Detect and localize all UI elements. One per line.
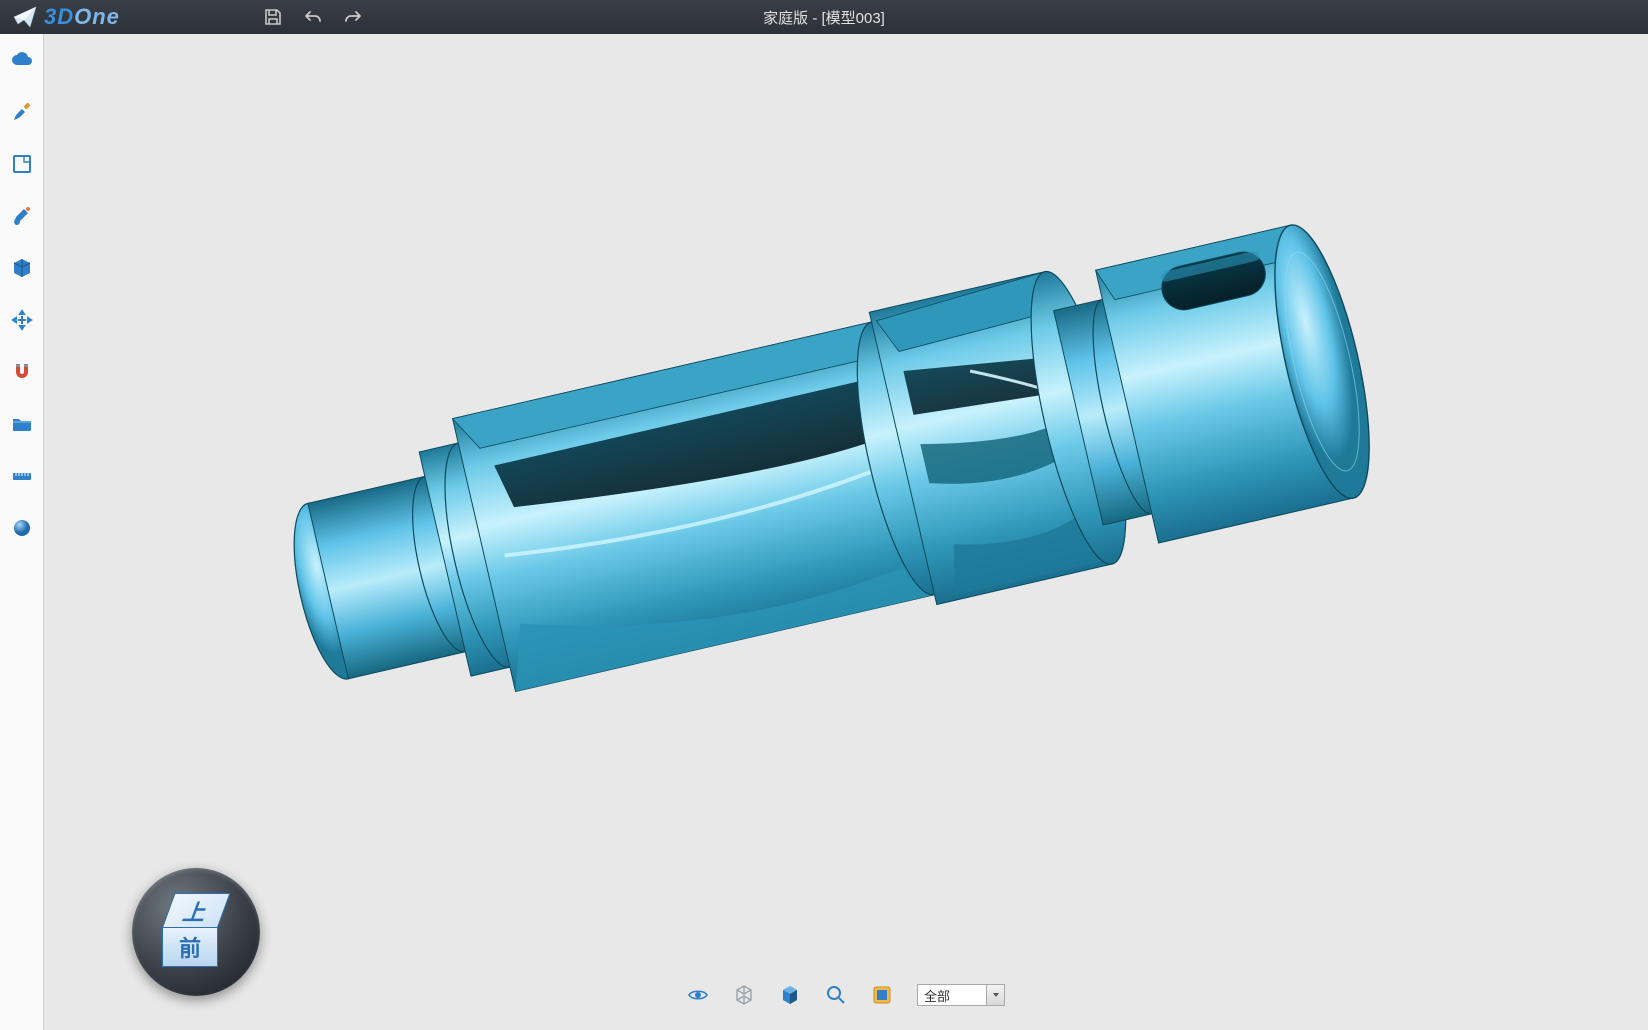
- quick-access-toolbar: [262, 6, 364, 28]
- filter-select[interactable]: 全部: [917, 984, 1005, 1006]
- view-cube-top-face[interactable]: 上: [161, 893, 230, 929]
- render-mode-button[interactable]: [871, 984, 893, 1006]
- magnet-icon: [10, 360, 34, 384]
- view-cube-faces: 上 前: [162, 893, 230, 971]
- redo-button[interactable]: [342, 6, 364, 28]
- magnet-tool[interactable]: [8, 358, 36, 386]
- render-mode-icon: [871, 984, 893, 1006]
- shaded-box-icon: [779, 984, 801, 1006]
- view-cube[interactable]: 上 前: [132, 868, 260, 996]
- left-toolbar: [0, 34, 44, 1030]
- view-cube-front-face[interactable]: 前: [162, 927, 218, 967]
- sphere-icon: [10, 516, 34, 540]
- move-icon: [10, 308, 34, 332]
- box-tool[interactable]: [8, 254, 36, 282]
- folder-icon: [10, 412, 34, 436]
- folder-tool[interactable]: [8, 410, 36, 438]
- model-placeholder: [44, 34, 1648, 1030]
- title-bar: 3DOne 家庭版 - [模型003]: [0, 0, 1648, 34]
- note-tool[interactable]: [8, 150, 36, 178]
- viewport-3d[interactable]: 上 前 全部: [44, 34, 1648, 1030]
- filter-selected-label: 全部: [918, 986, 986, 1005]
- box-icon: [10, 256, 34, 280]
- paint-tool[interactable]: [8, 202, 36, 230]
- wireframe-box-icon: [733, 984, 755, 1006]
- save-button[interactable]: [262, 6, 284, 28]
- eye-icon: [687, 984, 709, 1006]
- ruler-tool[interactable]: [8, 462, 36, 490]
- redo-icon: [343, 7, 363, 27]
- brush-tool[interactable]: [8, 98, 36, 126]
- paint-icon: [10, 204, 34, 228]
- undo-icon: [303, 7, 323, 27]
- wireframe-button[interactable]: [733, 984, 755, 1006]
- ruler-icon: [10, 464, 34, 488]
- cloud-tool[interactable]: [8, 46, 36, 74]
- undo-button[interactable]: [302, 6, 324, 28]
- save-icon: [263, 7, 283, 27]
- note-icon: [10, 152, 34, 176]
- cloud-icon: [10, 48, 34, 72]
- bottom-toolbar: 全部: [687, 984, 1005, 1006]
- dropdown-arrow-icon: [986, 985, 1004, 1005]
- move-tool[interactable]: [8, 306, 36, 334]
- shaded-button[interactable]: [779, 984, 801, 1006]
- visibility-button[interactable]: [687, 984, 709, 1006]
- app-logo[interactable]: 3DOne: [0, 0, 132, 34]
- window-title: 家庭版 - [模型003]: [763, 7, 885, 28]
- brush-icon: [10, 100, 34, 124]
- sphere-tool[interactable]: [8, 514, 36, 542]
- logo-text: 3DOne: [44, 4, 120, 30]
- zoom-button[interactable]: [825, 984, 847, 1006]
- zoom-icon: [825, 984, 847, 1006]
- paper-plane-icon: [12, 4, 38, 30]
